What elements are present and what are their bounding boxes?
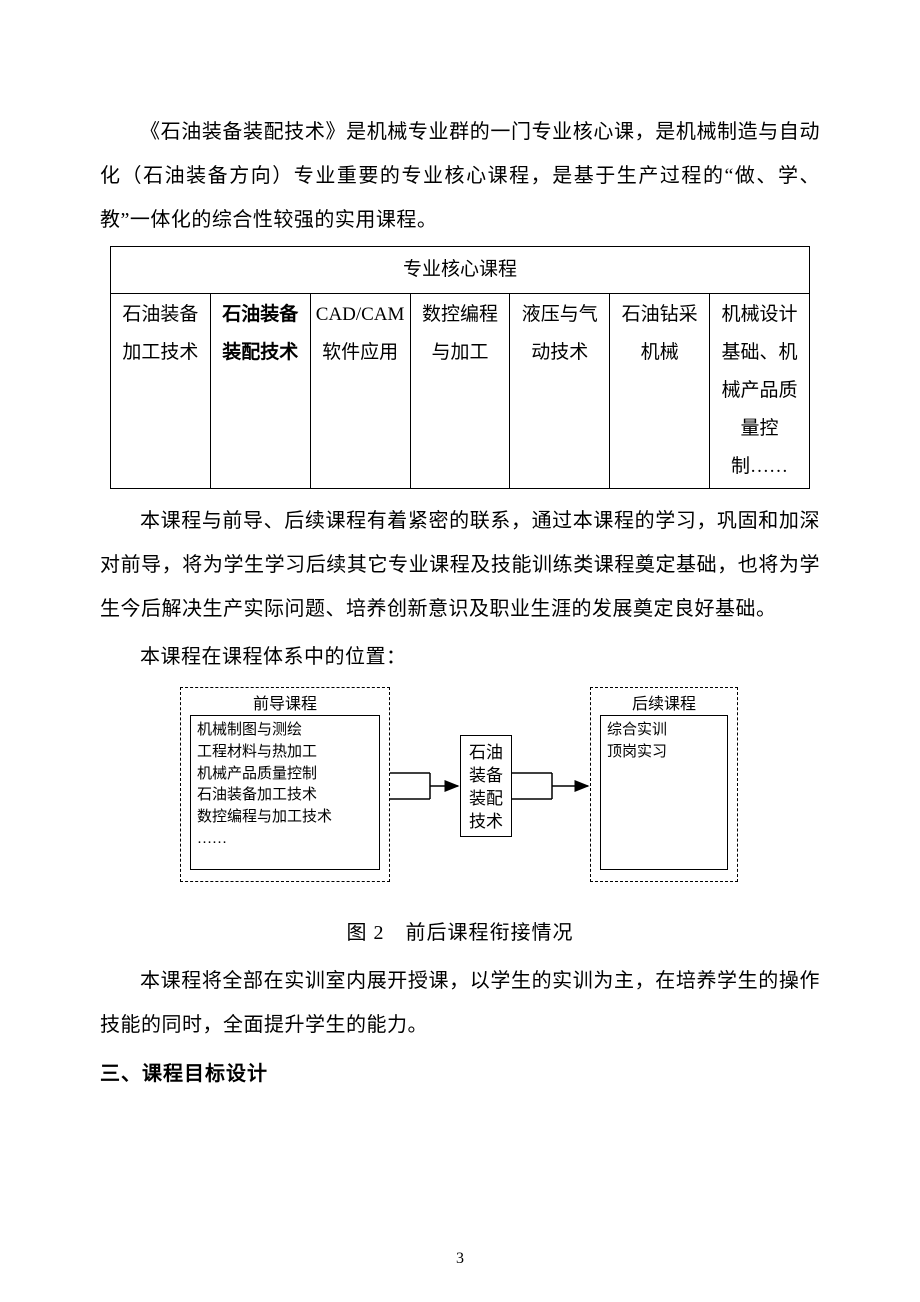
course-cell-0: 石油装备加工技术 bbox=[111, 294, 211, 489]
paragraph-3: 本课程在课程体系中的位置： bbox=[100, 635, 820, 679]
section-heading: 三、课程目标设计 bbox=[100, 1057, 820, 1086]
course-table-row: 石油装备加工技术 石油装备装配技术 CAD/CAM 软件应用 数控编程与加工 液… bbox=[111, 294, 810, 489]
paragraph-4: 本课程将全部在实训室内展开授课，以学生的实训为主，在培养学生的操作技能的同时，全… bbox=[100, 959, 820, 1047]
course-cell-3: 数控编程与加工 bbox=[410, 294, 510, 489]
course-cell-1: 石油装备装配技术 bbox=[210, 294, 310, 489]
figure-caption: 图 2 前后课程衔接情况 bbox=[100, 916, 820, 945]
course-cell-4: 液压与气动技术 bbox=[510, 294, 610, 489]
course-cell-2: CAD/CAM 软件应用 bbox=[310, 294, 410, 489]
course-flow-diagram: 前导课程 机械制图与测绘 工程材料与热加工 机械产品质量控制 石油装备加工技术 … bbox=[180, 687, 740, 902]
arrows-svg bbox=[180, 687, 740, 902]
course-table: 专业核心课程 石油装备加工技术 石油装备装配技术 CAD/CAM 软件应用 数控… bbox=[110, 246, 810, 489]
document-page: 《石油装备装配技术》是机械专业群的一门专业核心课，是机械制造与自动化（石油装备方… bbox=[0, 0, 920, 1302]
paragraph-1: 《石油装备装配技术》是机械专业群的一门专业核心课，是机械制造与自动化（石油装备方… bbox=[100, 110, 820, 242]
paragraph-2: 本课程与前导、后续课程有着紧密的联系，通过本课程的学习，巩固和加深对前导，将为学… bbox=[100, 499, 820, 631]
course-cell-5: 石油钻采机械 bbox=[610, 294, 710, 489]
course-cell-6: 机械设计基础、机械产品质量控制…… bbox=[710, 294, 810, 489]
page-number: 3 bbox=[0, 1250, 920, 1268]
course-table-header: 专业核心课程 bbox=[111, 247, 810, 294]
